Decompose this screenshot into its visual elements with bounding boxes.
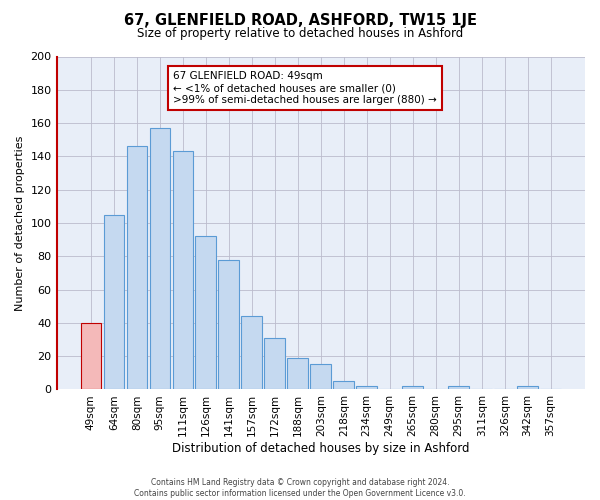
Bar	[104, 214, 124, 390]
Bar	[173, 152, 193, 390]
Bar	[403, 386, 423, 390]
Text: Contains HM Land Registry data © Crown copyright and database right 2024.
Contai: Contains HM Land Registry data © Crown c…	[134, 478, 466, 498]
Bar	[127, 146, 147, 390]
Bar	[241, 316, 262, 390]
Y-axis label: Number of detached properties: Number of detached properties	[15, 136, 25, 310]
Bar	[149, 128, 170, 390]
Text: 67 GLENFIELD ROAD: 49sqm
← <1% of detached houses are smaller (0)
>99% of semi-d: 67 GLENFIELD ROAD: 49sqm ← <1% of detach…	[173, 72, 437, 104]
Bar	[265, 338, 285, 390]
X-axis label: Distribution of detached houses by size in Ashford: Distribution of detached houses by size …	[172, 442, 470, 455]
Bar	[287, 358, 308, 390]
Bar	[356, 386, 377, 390]
Bar	[334, 381, 354, 390]
Text: 67, GLENFIELD ROAD, ASHFORD, TW15 1JE: 67, GLENFIELD ROAD, ASHFORD, TW15 1JE	[124, 12, 476, 28]
Bar	[310, 364, 331, 390]
Bar	[517, 386, 538, 390]
Bar	[196, 236, 216, 390]
Bar	[218, 260, 239, 390]
Bar	[80, 323, 101, 390]
Bar	[448, 386, 469, 390]
Text: Size of property relative to detached houses in Ashford: Size of property relative to detached ho…	[137, 28, 463, 40]
